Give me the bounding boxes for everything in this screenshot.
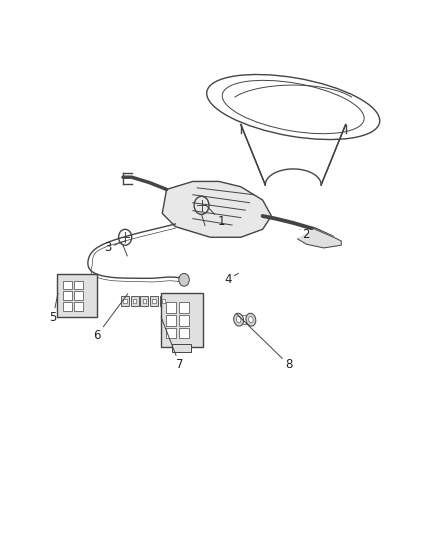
FancyBboxPatch shape: [63, 302, 72, 311]
Text: 2: 2: [300, 228, 310, 241]
FancyBboxPatch shape: [152, 299, 155, 303]
Text: 5: 5: [49, 293, 58, 324]
FancyBboxPatch shape: [63, 281, 72, 289]
FancyBboxPatch shape: [161, 293, 203, 346]
Ellipse shape: [237, 317, 241, 322]
FancyBboxPatch shape: [141, 296, 148, 306]
FancyBboxPatch shape: [179, 328, 189, 338]
FancyBboxPatch shape: [143, 299, 146, 303]
Polygon shape: [162, 181, 272, 237]
Text: 6: 6: [93, 294, 128, 342]
Text: 7: 7: [161, 317, 184, 372]
FancyBboxPatch shape: [74, 302, 83, 311]
FancyBboxPatch shape: [162, 299, 165, 303]
FancyBboxPatch shape: [172, 344, 191, 352]
Ellipse shape: [249, 317, 253, 322]
FancyBboxPatch shape: [179, 302, 189, 313]
FancyBboxPatch shape: [179, 315, 189, 326]
FancyBboxPatch shape: [121, 296, 129, 306]
Text: 4: 4: [224, 273, 238, 286]
FancyBboxPatch shape: [150, 296, 158, 306]
Text: 1: 1: [205, 205, 225, 228]
FancyBboxPatch shape: [133, 299, 137, 303]
FancyBboxPatch shape: [131, 296, 139, 306]
FancyBboxPatch shape: [57, 274, 97, 317]
FancyBboxPatch shape: [74, 292, 83, 300]
FancyBboxPatch shape: [166, 328, 176, 338]
Ellipse shape: [233, 313, 244, 326]
Text: 8: 8: [236, 313, 293, 372]
FancyBboxPatch shape: [63, 292, 72, 300]
FancyBboxPatch shape: [124, 299, 127, 303]
FancyBboxPatch shape: [166, 315, 176, 326]
Text: 3: 3: [104, 241, 125, 254]
Circle shape: [179, 273, 189, 286]
FancyBboxPatch shape: [166, 302, 176, 313]
FancyBboxPatch shape: [74, 281, 83, 289]
Ellipse shape: [246, 313, 256, 326]
Polygon shape: [297, 229, 341, 248]
FancyBboxPatch shape: [159, 296, 167, 306]
